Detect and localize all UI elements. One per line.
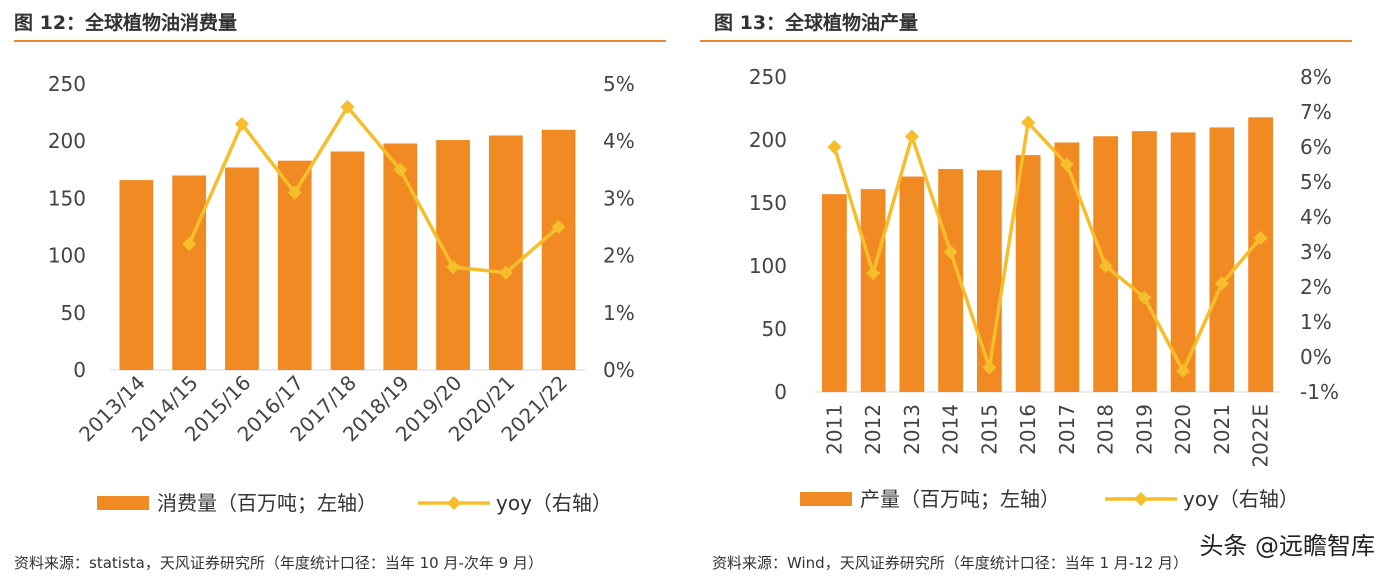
left-y-right-tick-label: 5% xyxy=(603,72,635,96)
right-yoy-point xyxy=(1176,364,1191,378)
left-bar xyxy=(488,135,523,370)
left-y-right-tick-label: 4% xyxy=(603,129,635,153)
left-y-left-tick-label: 50 xyxy=(61,301,86,325)
right-x-tick-label: 2017 xyxy=(1055,404,1079,455)
right-y-right-tick-label: 3% xyxy=(1300,240,1332,264)
right-legend-line-label: yoy（右轴） xyxy=(1183,487,1299,511)
left-yoy-point xyxy=(393,162,408,177)
left-bar xyxy=(541,129,576,370)
right-x-tick-label: 2019 xyxy=(1132,404,1156,455)
right-yoy-point xyxy=(1098,259,1113,273)
right-y-left-tick-label: 0 xyxy=(774,380,787,404)
right-y-right-tick-label: 1% xyxy=(1300,310,1332,334)
right-yoy-point xyxy=(982,360,997,375)
right-y-right-tick-label: 2% xyxy=(1300,275,1332,299)
right-yoy-point xyxy=(1253,231,1268,245)
left-bar xyxy=(225,167,259,370)
left-chart-title: 图 12：全球植物油消费量 xyxy=(14,12,238,34)
left-legend-line-label: yoy（右轴） xyxy=(496,491,612,515)
right-yoy-point xyxy=(1059,157,1074,172)
left-bar xyxy=(383,143,418,370)
left-yoy-point xyxy=(551,220,566,234)
left-y-left-tick-label: 150 xyxy=(48,186,86,210)
right-x-tick-label: 2011 xyxy=(822,404,846,455)
left-chart-source: 资料来源：statista，天风证券研究所（年度统计口径：当年 10 月-次年 … xyxy=(14,554,543,572)
watermark: 头条 @远瞻智库 xyxy=(1195,526,1379,561)
right-y-left-tick-label: 100 xyxy=(749,254,787,278)
right-y-right-tick-label: 0% xyxy=(1300,345,1332,369)
right-x-tick-label: 2014 xyxy=(939,404,963,455)
right-yoy-point xyxy=(1137,290,1152,305)
right-y-left-tick-label: 150 xyxy=(749,191,787,215)
right-y-right-tick-label: 8% xyxy=(1300,65,1332,89)
right-x-tick-label: 2021 xyxy=(1210,404,1234,455)
right-legend-line-marker xyxy=(1134,492,1148,506)
right-x-tick-label: 2018 xyxy=(1094,404,1118,455)
left-bar xyxy=(436,140,470,370)
right-yoy-point xyxy=(904,129,919,144)
left-y-left-tick-label: 250 xyxy=(48,72,86,96)
left-y-right-tick-label: 1% xyxy=(603,301,635,325)
left-yoy-point xyxy=(498,265,513,280)
left-legend-bar-swatch xyxy=(97,496,149,510)
right-chart: 0 50 100 150 200 250 -1% 0% 1% 2% 3% 4% 5% 6% 7% 8% 2011… xyxy=(749,65,1339,511)
right-y-right-tick-label: 4% xyxy=(1300,205,1332,229)
right-yoy-point xyxy=(866,266,881,280)
right-x-tick-label: 2012 xyxy=(861,404,885,455)
right-legend-bar-label: 产量（百万吨；左轴） xyxy=(860,487,1060,511)
left-chart-panel: 图 12：全球植物油消费量 0 50 100 150 200 250 0% 1% 2% 3% 4% 5… xyxy=(0,0,680,583)
right-y-right-tick-label: -1% xyxy=(1300,380,1339,404)
left-y-right-tick-label: 2% xyxy=(603,244,635,268)
right-x-tick-label: 2022E xyxy=(1249,404,1273,468)
right-chart-title: 图 13：全球植物油产量 xyxy=(714,12,919,34)
left-legend-bar-label: 消费量（百万吨；左轴） xyxy=(157,491,377,515)
right-yoy-point xyxy=(1214,276,1229,291)
right-yoy-line xyxy=(832,120,1262,373)
right-bar xyxy=(1015,155,1041,392)
left-yoy-line xyxy=(187,105,560,275)
left-yoy-point xyxy=(234,117,249,132)
right-yoy-point xyxy=(1021,115,1036,130)
right-chart-source: 资料来源：Wind，天风证券研究所（年度统计口径：当年 1 月-12 月） xyxy=(712,554,1189,572)
left-yoy-point xyxy=(182,237,197,252)
right-bar xyxy=(821,194,847,392)
right-y-right-tick-label: 7% xyxy=(1300,100,1332,124)
left-legend-line-marker xyxy=(447,496,461,510)
left-bar xyxy=(172,175,207,370)
right-bar xyxy=(860,189,886,392)
right-x-tick-label: 2015 xyxy=(977,404,1001,455)
right-x-tick-label: 2016 xyxy=(1016,404,1040,455)
left-yoy-point xyxy=(340,99,355,114)
right-bar xyxy=(1209,127,1235,393)
left-y-left-tick-label: 200 xyxy=(48,129,86,153)
right-y-left-tick-label: 200 xyxy=(749,128,787,152)
right-x-tick-label: 2013 xyxy=(900,404,924,455)
left-y-right-tick-label: 0% xyxy=(603,358,635,382)
right-bar xyxy=(1131,131,1157,392)
right-y-left-tick-label: 250 xyxy=(749,65,787,89)
right-y-right-tick-label: 6% xyxy=(1300,135,1332,159)
left-bar xyxy=(119,180,154,370)
right-legend-bar-swatch xyxy=(800,492,852,506)
right-chart-panel: 图 13：全球植物油产量 0 50 100 150 200 250 -1% 0% 1% 2% 3% 4… xyxy=(700,0,1387,583)
left-chart: 0501001502002500%1%2%3%4%5%2013/142014/1… xyxy=(48,72,635,515)
left-bar xyxy=(330,151,365,370)
right-bar xyxy=(1248,117,1274,392)
left-title-rule xyxy=(14,40,666,42)
right-bar xyxy=(976,170,1002,392)
left-y-right-tick-label: 3% xyxy=(603,186,635,210)
right-yoy-point xyxy=(827,140,842,154)
right-x-tick-label: 2020 xyxy=(1171,404,1195,455)
left-yoy-point xyxy=(446,260,461,275)
right-title-rule xyxy=(700,40,1352,42)
right-bar xyxy=(899,176,925,392)
left-y-left-tick-label: 100 xyxy=(48,244,86,268)
left-yoy-point xyxy=(287,185,302,200)
right-y-left-tick-label: 50 xyxy=(762,317,787,341)
right-y-right-tick-label: 5% xyxy=(1300,170,1332,194)
right-yoy-point xyxy=(943,245,958,259)
right-bar xyxy=(1054,142,1080,392)
left-y-left-tick-label: 0 xyxy=(73,358,86,382)
